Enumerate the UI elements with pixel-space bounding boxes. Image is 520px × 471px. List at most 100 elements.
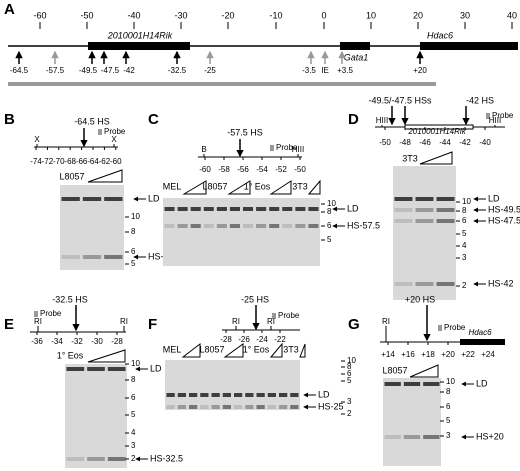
gel-band [104, 255, 123, 259]
probe-box [486, 113, 490, 119]
gel [383, 378, 441, 466]
axis-label: -70 [53, 157, 65, 166]
hs-label: -49.5/-47.5 HSs [368, 95, 432, 105]
gel-band [436, 219, 455, 223]
gel-band [87, 457, 105, 461]
gel-band [269, 224, 280, 228]
probe-box [438, 325, 442, 331]
probe-label: Probe [104, 127, 126, 136]
hs-label: -64.5 HS [74, 116, 110, 126]
panel-label: B [4, 111, 15, 128]
probe-label: Probe [444, 323, 466, 332]
gel-band [394, 282, 413, 286]
probe-box [98, 129, 102, 135]
gel-band [211, 393, 220, 397]
marker-label: 2 [131, 454, 136, 463]
wedge [409, 364, 439, 378]
gel [393, 166, 456, 300]
wedge [87, 169, 123, 183]
gel-band [243, 207, 254, 211]
axis-label: -58 [218, 165, 230, 174]
cell-label: 1° Eos [243, 344, 270, 354]
cell-label: L8057 [202, 181, 227, 191]
gel-band [107, 367, 126, 371]
axis-label: -28 [220, 335, 232, 344]
gel-band [384, 435, 401, 439]
panel-label: G [348, 316, 360, 333]
axis-label: -32 [71, 337, 83, 346]
gel-band [415, 208, 434, 212]
site-label: -3.5 [302, 66, 316, 75]
gene-label: 2010001H14Rik [407, 127, 466, 136]
gel-band [423, 382, 440, 386]
axis-label: -40 [479, 138, 491, 147]
gel-band [66, 457, 85, 461]
gel-band [200, 405, 209, 409]
gel-band [436, 208, 455, 212]
site-label: -25 [204, 66, 216, 75]
axis-label: -52 [275, 165, 287, 174]
band-label: LD [150, 363, 162, 373]
wedge [182, 180, 207, 195]
gel-band [61, 255, 80, 259]
scale-label: 0 [321, 10, 326, 20]
marker-label: 3 [347, 397, 352, 406]
gel-band [216, 224, 227, 228]
axis-label: -64 [87, 157, 99, 166]
gel-band [423, 435, 440, 439]
axis-label: +20 [441, 350, 455, 359]
gene-label: Hdac6 [468, 328, 492, 337]
marker-label: 5 [327, 235, 332, 244]
site-label: B [201, 145, 206, 154]
gel [65, 364, 127, 468]
axis-label: -24 [256, 335, 268, 344]
gel-band [177, 393, 186, 397]
axis-label: -62 [99, 157, 111, 166]
gel-band [295, 224, 306, 228]
marker-label: 3 [131, 441, 136, 450]
site-label: -49.5 [79, 66, 98, 75]
marker-label: 3 [462, 253, 467, 262]
axis-label: -36 [31, 337, 43, 346]
gel-band [189, 405, 198, 409]
marker-label: 6 [347, 369, 352, 378]
gel-band [166, 393, 175, 397]
probe-label: Probe [276, 143, 298, 152]
gel-band [256, 393, 265, 397]
band-label: LD [347, 203, 359, 213]
axis-label: -66 [76, 157, 88, 166]
cell-label: 1° Eos [57, 350, 84, 360]
marker-label: 5 [347, 376, 352, 385]
axis-label: +18 [421, 350, 435, 359]
marker-label: 10 [462, 197, 471, 206]
gel-band [61, 197, 80, 201]
axis-label: -22 [274, 335, 286, 344]
axis-label: -50 [379, 138, 391, 147]
site-label: RI [232, 317, 240, 326]
marker-label: 2 [347, 409, 352, 418]
site-label: HIII [292, 145, 304, 154]
site-label: RI [120, 317, 128, 326]
marker-label: 8 [327, 207, 332, 216]
axis-label: -56 [237, 165, 249, 174]
site-label: HIII [376, 116, 388, 125]
marker-label: 6 [462, 216, 467, 225]
wedge [223, 343, 244, 358]
gel-band [394, 208, 413, 212]
marker-label: 2 [462, 281, 467, 290]
marker-label: 5 [446, 416, 451, 425]
wedge [181, 342, 201, 358]
marker-label: 5 [131, 410, 136, 419]
site-label: RI [267, 317, 275, 326]
axis-label: -60 [110, 157, 122, 166]
gel [163, 198, 320, 266]
gel-band [229, 207, 240, 211]
gel-band [245, 393, 254, 397]
gel-band [82, 255, 102, 259]
band-label: LD [488, 193, 500, 203]
axis-label: -46 [419, 138, 431, 147]
gel-band [290, 405, 299, 409]
axis-label: -72 [42, 157, 54, 166]
